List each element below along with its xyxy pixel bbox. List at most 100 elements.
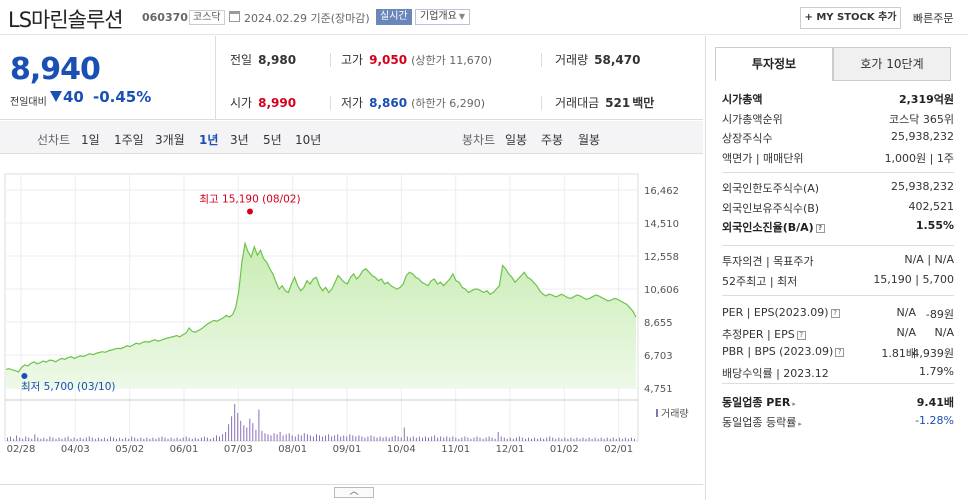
volume-bar [506, 438, 508, 441]
period-10y[interactable]: 10년 [295, 133, 322, 147]
chevron-right-icon[interactable]: ▸ [792, 400, 796, 408]
volume-bar [231, 416, 233, 441]
volume-bar [288, 433, 290, 441]
price-area [6, 243, 636, 388]
add-mystock-button[interactable]: + MY STOCK 추가 [800, 7, 901, 29]
info-row: PBR | BPS (2023.09)? 1.81배 4,939원 [722, 345, 954, 364]
volume-bar [188, 437, 190, 441]
volume-bar [606, 437, 608, 441]
chart-scrollbar[interactable]: ︿ [0, 484, 703, 500]
volume-bar [234, 404, 236, 441]
volume-bar [394, 435, 396, 441]
chevron-down-icon: ▼ [458, 12, 465, 21]
help-icon[interactable]: ? [835, 348, 845, 357]
stock-code: 060370 [142, 11, 188, 24]
help-icon[interactable]: ? [815, 224, 825, 233]
help-icon[interactable]: ? [830, 309, 840, 318]
info-label-text: 상장주식수 [722, 132, 773, 145]
x-tick-label: 07/03 [224, 444, 253, 455]
price-chart[interactable]: 16,462 14,510 12,558 10,606 8,655 6,703 4,751 0… [0, 154, 703, 484]
volume-bar [13, 438, 15, 441]
volume-bar [406, 436, 408, 441]
volume-bar [19, 437, 21, 441]
volume-bar [570, 437, 572, 441]
info-value: 4,939원 [912, 347, 954, 360]
plus-icon: + [804, 12, 817, 23]
volume-bar [222, 434, 224, 441]
volume-bar [140, 437, 142, 441]
chevron-up-icon[interactable]: ︿ [334, 487, 374, 498]
info-label-text: 52주최고 | 최저 [722, 274, 798, 288]
info-label-text: 액면가 | 매매단위 [722, 151, 804, 165]
volume-bar [61, 438, 63, 441]
candle-monthly[interactable]: 월봉 [578, 133, 601, 147]
divider [541, 96, 542, 110]
candle-daily[interactable]: 일봉 [505, 133, 528, 147]
volume-bar [228, 424, 230, 441]
volume-bar [122, 438, 124, 441]
volume-bar [261, 430, 263, 441]
volume-bar [258, 409, 260, 441]
tab-order-book[interactable]: 호가 10단계 [833, 47, 951, 81]
tab-investment-info[interactable]: 투자정보 [715, 47, 833, 81]
info-label: 액면가 | 매매단위 [722, 150, 804, 166]
volume-bar [491, 437, 493, 441]
volume-bar [343, 435, 345, 441]
info-row: 동일업종 PER ▸ 9.41배 [722, 394, 954, 413]
change-label: 전일대비 [10, 97, 47, 108]
info-row: 외국인소진율(B/A)? 1.55% [722, 219, 954, 238]
info-row: 상장주식수 25,938,232 [722, 130, 954, 149]
info-label-text: 시가총액순위 [722, 112, 783, 126]
volume-bar [449, 437, 451, 441]
volume-bar [349, 434, 351, 441]
volume-bar [503, 437, 505, 441]
volume-bar [28, 437, 30, 441]
period-3y[interactable]: 3년 [230, 133, 249, 147]
candle-weekly[interactable]: 주봉 [541, 133, 564, 147]
volume-bar [358, 435, 360, 441]
info-label-text: 투자의견 | 목표주가 [722, 255, 814, 268]
prev-close-value: 8,980 [258, 53, 297, 67]
volume-bar [152, 437, 154, 441]
period-1y[interactable]: 1년 [199, 133, 219, 147]
prev-close-label: 전일 [230, 53, 253, 67]
volume-bar [7, 437, 8, 441]
volume-bar [573, 438, 575, 441]
volume-bar [107, 438, 108, 441]
volume-bar [434, 435, 436, 441]
info-label: 시가총액순위 [722, 111, 783, 127]
help-icon[interactable]: ? [796, 330, 806, 340]
info-row: 외국인보유주식수(B) 402,521 [722, 200, 954, 219]
change-value: 40 [63, 88, 84, 106]
volume-bar [555, 438, 557, 441]
period-1w[interactable]: 1주일 [114, 133, 144, 147]
volume-bar [322, 436, 323, 441]
volume: 거래량 58,470 [555, 51, 640, 68]
realtime-button[interactable]: 실시간 [376, 9, 412, 25]
period-1d[interactable]: 1일 [81, 133, 100, 147]
volume-bar [58, 437, 60, 441]
volume-bar [37, 437, 39, 441]
volume-bar [552, 437, 554, 441]
volume-bar [446, 436, 448, 441]
period-3m[interactable]: 3개월 [155, 133, 185, 147]
volume-bar [425, 436, 426, 441]
quote-summary: 8,940 전일대비 40 -0.45% 전일 8,980 고가 9,050 (상한가… [0, 36, 703, 120]
company-info-dropdown[interactable]: 기업개요 ▼ [415, 9, 470, 25]
chevron-right-icon[interactable]: ▸ [798, 419, 802, 428]
volume-bar [316, 434, 317, 441]
divider [330, 53, 331, 67]
volume-bar [146, 437, 148, 441]
volume-bar [191, 438, 193, 441]
info-value: 25,938,232 [891, 180, 954, 193]
volume-bar [179, 438, 181, 441]
quick-order-button[interactable]: 빠른주문 [913, 12, 954, 25]
period-5y[interactable]: 5년 [263, 133, 282, 147]
info-mid-value: N/A [896, 325, 916, 339]
volume-bar [49, 436, 51, 441]
volume-bar [225, 432, 227, 441]
volume-bar [525, 438, 526, 441]
volume-bar [531, 438, 532, 441]
volume-bar [119, 437, 121, 441]
volume-bar [161, 436, 163, 441]
